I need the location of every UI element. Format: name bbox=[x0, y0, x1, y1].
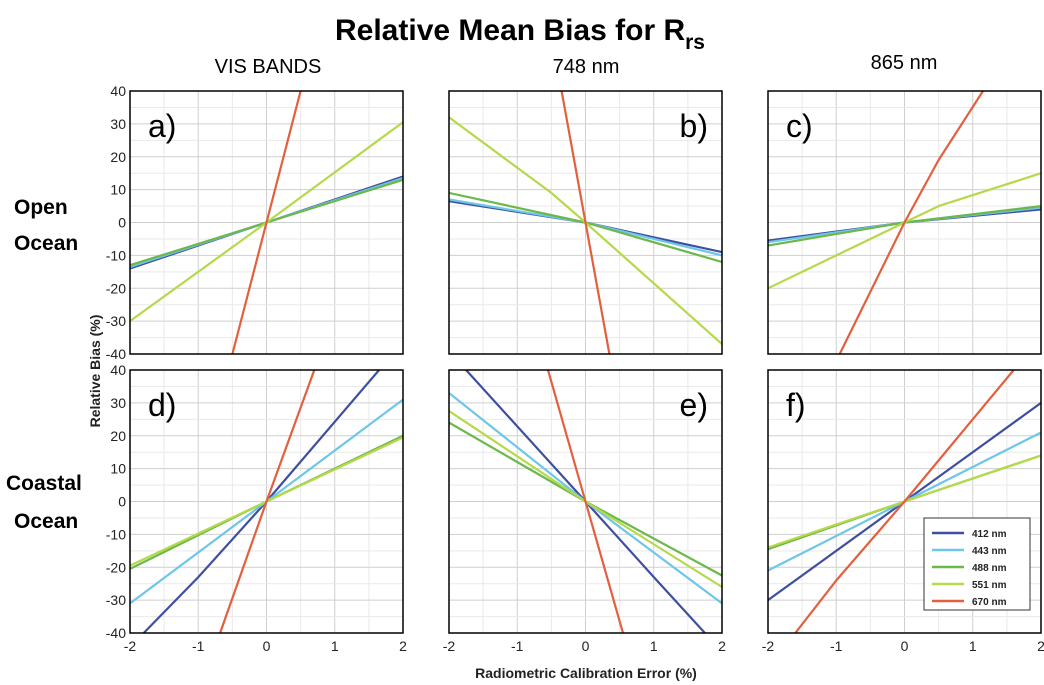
y-tick-label: 20 bbox=[110, 428, 126, 444]
series-line-551nm bbox=[768, 172, 1041, 290]
x-tick-label: 2 bbox=[1037, 638, 1044, 654]
x-axis-label: Radiometric Calibration Error (%) bbox=[475, 665, 697, 681]
y-tick-label: 0 bbox=[118, 494, 126, 510]
y-tick-label: 10 bbox=[110, 182, 126, 198]
y-tick-label: -20 bbox=[106, 280, 126, 296]
x-tick-label: -2 bbox=[762, 638, 775, 654]
y-tick-label: 20 bbox=[110, 149, 126, 165]
x-tick-label: -1 bbox=[511, 638, 524, 654]
x-tick-label: 0 bbox=[263, 638, 271, 654]
series-line-670nm bbox=[546, 370, 625, 633]
y-tick-label: -20 bbox=[106, 559, 126, 575]
y-tick-label: 0 bbox=[118, 215, 126, 231]
row-label-open-line2: Ocean bbox=[14, 232, 78, 255]
series-group bbox=[449, 370, 722, 633]
y-tick-label: 40 bbox=[110, 362, 126, 378]
x-tick-label: 2 bbox=[718, 638, 726, 654]
legend-entry-label: 488 nm bbox=[972, 563, 1007, 574]
series-line-670nm bbox=[560, 91, 611, 354]
series-group bbox=[768, 370, 1041, 633]
y-axis-label: Relative Bias (%) bbox=[87, 315, 103, 428]
panel-label: e) bbox=[680, 387, 708, 423]
series-group bbox=[768, 91, 1041, 354]
row-label-coastal-line2: Ocean bbox=[14, 510, 78, 533]
legend-entry-label: 443 nm bbox=[972, 546, 1007, 557]
plot-frame bbox=[448, 90, 723, 355]
series-line-551nm bbox=[449, 116, 722, 345]
legend-entry-label: 670 nm bbox=[972, 597, 1007, 608]
column-title-vis-bands: VIS BANDS bbox=[215, 56, 322, 78]
series-line-412nm bbox=[465, 370, 706, 633]
row-label-coastal-line1: Coastal bbox=[6, 472, 82, 495]
panel-e: e) -2 -1 0 1 2 bbox=[443, 369, 726, 654]
legend-entry-label: 412 nm bbox=[972, 529, 1007, 540]
panel-label: b) bbox=[680, 108, 708, 144]
plot-frame bbox=[767, 369, 1042, 634]
plot-frame bbox=[129, 90, 404, 355]
panel-f: f) -2 -1 0 1 2 bbox=[762, 369, 1044, 654]
y-tick-label: 40 bbox=[110, 83, 126, 99]
x-tick-label: 1 bbox=[650, 638, 658, 654]
y-tick-label: 10 bbox=[110, 461, 126, 477]
y-tick-label: 30 bbox=[110, 395, 126, 411]
row-label-open-line1: Open bbox=[14, 196, 68, 219]
figure-title-main: Relative Mean Bias for R bbox=[335, 14, 685, 47]
plot-frame bbox=[767, 90, 1042, 355]
series-group bbox=[449, 91, 722, 354]
x-tick-label: -2 bbox=[443, 638, 456, 654]
panel-a: a) 40 30 20 10 0 -10 -20 -30 -40 bbox=[106, 83, 404, 362]
x-tick-label: 1 bbox=[331, 638, 339, 654]
series-group bbox=[130, 370, 403, 633]
panel-label: c) bbox=[786, 108, 813, 144]
y-tick-label: 30 bbox=[110, 116, 126, 132]
x-tick-label: 0 bbox=[901, 638, 909, 654]
series-line-670nm bbox=[838, 91, 984, 354]
panel-label: f) bbox=[786, 387, 806, 423]
y-tick-label: -40 bbox=[106, 625, 126, 641]
series-line-412nm bbox=[142, 370, 380, 633]
y-tick-label: -40 bbox=[106, 346, 126, 362]
panel-c: c) bbox=[767, 90, 1042, 355]
panel-label: d) bbox=[148, 387, 176, 423]
y-tick-label: -30 bbox=[106, 313, 126, 329]
legend: 412 nm 443 nm 488 nm 551 nm 670 nm bbox=[923, 517, 1031, 611]
column-title-865nm: 865 nm bbox=[871, 52, 938, 74]
x-tick-label: -1 bbox=[830, 638, 843, 654]
plot-frame bbox=[129, 369, 404, 634]
series-line-670nm bbox=[794, 370, 1015, 633]
panel-b: b) bbox=[448, 90, 723, 355]
y-tick-label: -30 bbox=[106, 592, 126, 608]
panel-label: a) bbox=[148, 108, 176, 144]
figure-title: Relative Mean Bias for Rrs bbox=[335, 14, 705, 54]
column-title-748nm: 748 nm bbox=[553, 56, 620, 78]
y-tick-label: -10 bbox=[106, 526, 126, 542]
legend-entry-label: 551 nm bbox=[972, 580, 1007, 591]
series-line-670nm bbox=[231, 91, 302, 354]
x-tick-label: -1 bbox=[192, 638, 205, 654]
series-group bbox=[130, 91, 403, 354]
x-tick-label: 2 bbox=[399, 638, 407, 654]
figure-title-subscript: rs bbox=[685, 31, 705, 54]
x-tick-label: 0 bbox=[582, 638, 590, 654]
x-tick-label: 1 bbox=[969, 638, 977, 654]
series-line-670nm bbox=[219, 370, 316, 633]
y-tick-label: -10 bbox=[106, 247, 126, 263]
x-tick-label: -2 bbox=[124, 638, 137, 654]
plot-frame bbox=[448, 369, 723, 634]
